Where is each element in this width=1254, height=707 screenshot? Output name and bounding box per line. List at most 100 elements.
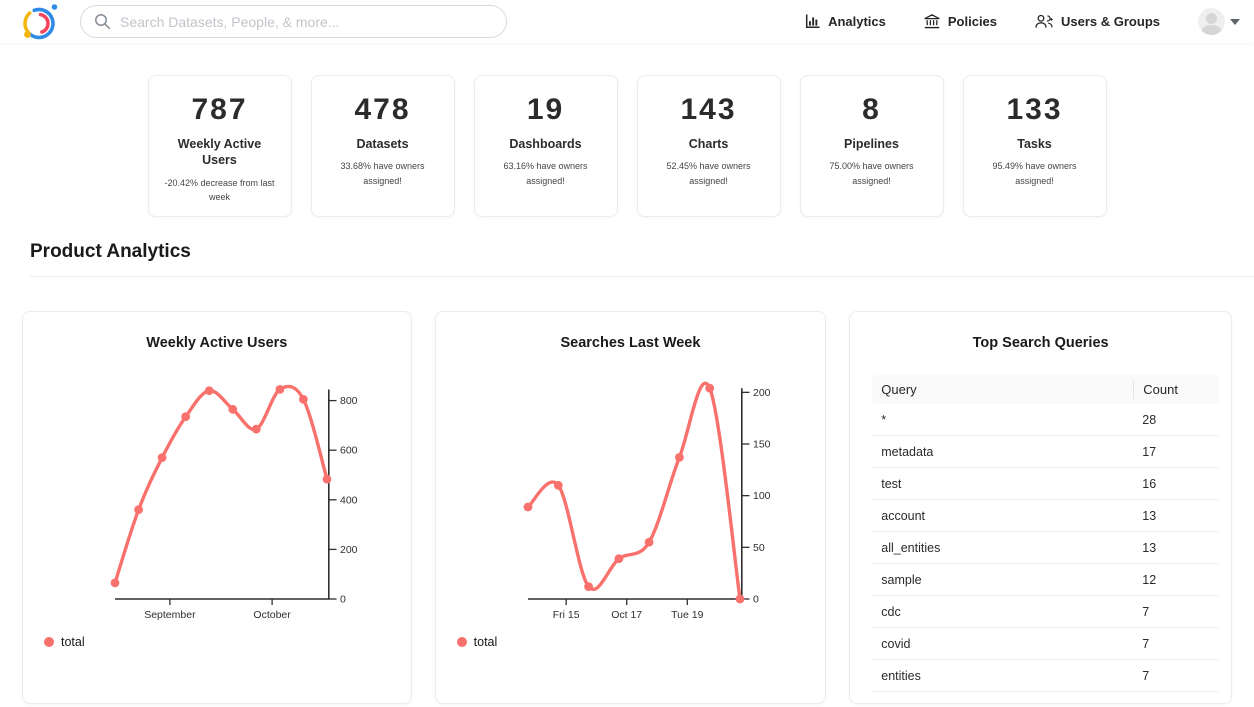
legend-dot-icon	[44, 637, 54, 647]
top-search-queries-card: Top Search Queries Query Count * 28 meta…	[849, 311, 1232, 704]
stat-subtitle: 95.49% have owners assigned!	[992, 161, 1077, 186]
stat-title: Pipelines	[844, 137, 899, 151]
svg-text:Tue 19: Tue 19	[671, 609, 703, 621]
svg-text:September: September	[144, 609, 196, 621]
stat-subtitle: -20.42% decrease from last week	[164, 177, 275, 202]
stat-card: 19 Dashboards 63.16% have owners assigne…	[473, 75, 618, 217]
chart-legend: total	[456, 635, 498, 649]
searches-last-week-chart: Fri 15 Oct 17 Tue 19 0 50 100 150 200	[523, 381, 771, 621]
svg-text:200: 200	[340, 544, 358, 556]
query-cell: entities	[881, 668, 921, 683]
user-menu[interactable]	[1198, 8, 1240, 35]
legend-dot-icon	[456, 637, 467, 647]
count-cell: 7	[1142, 636, 1150, 651]
search-icon	[95, 14, 111, 30]
query-cell: all_entities	[881, 540, 941, 555]
query-cell: *	[881, 412, 887, 427]
stat-title: Dashboards	[509, 137, 582, 151]
svg-text:50: 50	[753, 542, 765, 554]
stat-title: Weekly Active Users	[177, 137, 262, 168]
legend-label: total	[473, 635, 498, 649]
chart-legend: total	[44, 635, 85, 649]
stat-card: 133 Tasks 95.49% have owners assigned!	[962, 75, 1107, 217]
table-row: metadata 17	[872, 436, 1219, 468]
svg-text:200: 200	[753, 387, 771, 399]
column-header-count: Count	[1133, 380, 1219, 399]
chevron-down-icon	[1230, 18, 1240, 25]
count-cell: 17	[1142, 444, 1157, 459]
svg-text:Oct 17: Oct 17	[611, 609, 642, 621]
stat-value: 787	[191, 93, 248, 126]
column-header-query: Query	[881, 382, 917, 397]
stat-card: 143 Charts 52.45% have owners assigned!	[636, 75, 781, 217]
table-row: entities 7	[872, 660, 1219, 692]
nav-item-users-groups[interactable]: Users & Groups	[1035, 14, 1160, 29]
bank-icon	[924, 14, 940, 29]
section-divider	[30, 276, 1254, 277]
nav-item-analytics[interactable]: Analytics	[805, 14, 886, 29]
count-cell: 12	[1142, 572, 1157, 587]
user-group-add-icon	[1035, 14, 1053, 28]
queries-table: Query Count * 28 metadata 17 test 16 acc…	[872, 375, 1219, 692]
stat-title: Datasets	[356, 137, 409, 151]
stat-value: 19	[526, 93, 565, 126]
global-search	[80, 5, 507, 38]
nav-item-policies[interactable]: Policies	[924, 14, 997, 29]
search-input[interactable]	[120, 13, 493, 30]
avatar	[1198, 8, 1225, 35]
count-cell: 7	[1142, 668, 1150, 683]
table-row: sample 12	[872, 564, 1219, 596]
stat-subtitle: 33.68% have owners assigned!	[340, 161, 425, 186]
stat-subtitle: 75.00% have owners assigned!	[829, 161, 914, 186]
query-cell: covid	[881, 636, 911, 651]
stat-value: 8	[862, 93, 881, 126]
stat-value: 478	[354, 93, 411, 126]
table-row: cdc 7	[872, 596, 1219, 628]
svg-text:100: 100	[753, 490, 771, 502]
count-cell: 28	[1142, 412, 1157, 427]
query-cell: test	[881, 476, 902, 491]
navbar: Analytics Policies Users & Group	[0, 0, 1254, 43]
nav-item-label: Analytics	[828, 14, 886, 29]
navbar-menu: Analytics Policies Users & Group	[805, 8, 1240, 35]
count-cell: 13	[1142, 508, 1157, 523]
svg-text:0: 0	[340, 594, 346, 606]
svg-text:400: 400	[340, 494, 358, 506]
stat-subtitle: 63.16% have owners assigned!	[503, 161, 588, 186]
chart-title: Weekly Active Users	[146, 335, 288, 351]
highlight-cards: 787 Weekly Active Users -20.42% decrease…	[0, 75, 1254, 217]
query-cell: account	[881, 508, 926, 523]
table-row: covid 7	[872, 628, 1219, 660]
count-cell: 13	[1142, 540, 1157, 555]
svg-text:October: October	[253, 609, 291, 621]
nav-item-label: Users & Groups	[1061, 14, 1160, 29]
analytics-charts: Weekly Active Users September October 0 200…	[0, 311, 1254, 704]
nav-item-label: Policies	[947, 14, 998, 29]
table-row: * 28	[872, 404, 1219, 436]
weekly-active-users-card: Weekly Active Users September October 0 200…	[22, 311, 412, 704]
query-cell: cdc	[881, 604, 901, 619]
datahub-logo-icon[interactable]	[14, 2, 62, 42]
query-cell: metadata	[881, 444, 934, 459]
stat-title: Tasks	[1017, 137, 1052, 151]
table-body: * 28 metadata 17 test 16 account 13 all_…	[872, 404, 1219, 692]
stat-value: 143	[680, 93, 737, 126]
svg-text:800: 800	[340, 395, 358, 407]
chart-title: Searches Last Week	[560, 335, 701, 351]
table-header: Query Count	[872, 375, 1219, 404]
bar-chart-icon	[806, 14, 820, 29]
count-cell: 16	[1142, 476, 1157, 491]
query-cell: sample	[881, 572, 922, 587]
chart-title: Top Search Queries	[972, 335, 1109, 351]
count-cell: 7	[1142, 604, 1150, 619]
table-row: test 16	[872, 468, 1219, 500]
svg-text:150: 150	[753, 439, 771, 451]
stat-card: 478 Datasets 33.68% have owners assigned…	[310, 75, 455, 217]
stat-card: 787 Weekly Active Users -20.42% decrease…	[147, 75, 292, 217]
stat-title: Charts	[688, 137, 729, 151]
table-row: account 13	[872, 500, 1219, 532]
weekly-active-users-chart: September October 0 200 400 600 800	[110, 384, 358, 621]
svg-text:600: 600	[340, 445, 358, 457]
searches-last-week-card: Searches Last Week Fri 15 Oct 17 Tue 19 0 50…	[434, 311, 827, 704]
table-row: all_entities 13	[872, 532, 1219, 564]
